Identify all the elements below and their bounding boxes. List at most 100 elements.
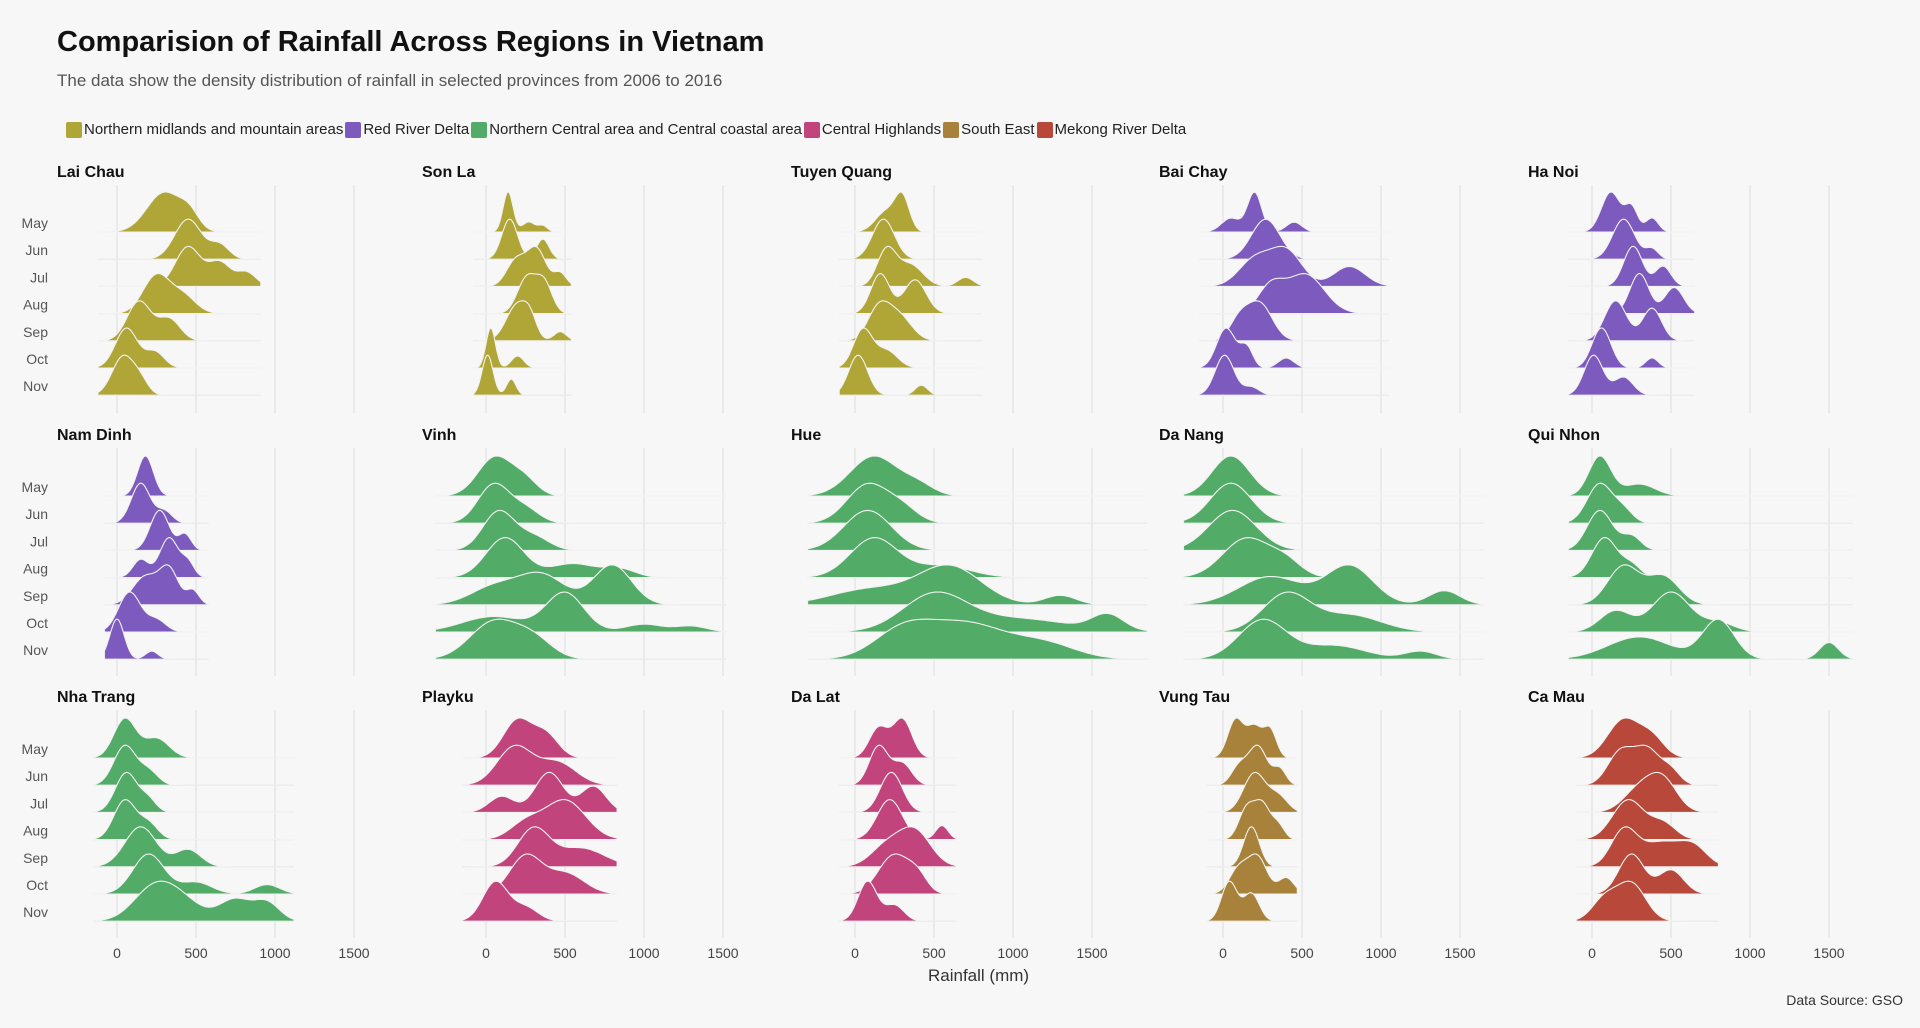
data-source-caption: Data Source: GSO <box>1786 992 1903 1008</box>
density-ridge-jun <box>1206 744 1298 786</box>
x-tick-label: 500 <box>184 945 208 961</box>
x-tick-label: 1000 <box>1365 945 1396 961</box>
density-ridge-jun <box>1567 218 1696 260</box>
month-label-jul: Jul <box>30 533 48 549</box>
panel-title: Hue <box>791 427 821 444</box>
density-ridge-may <box>434 455 727 497</box>
legend-label: South East <box>961 121 1035 138</box>
density-ridge-jul <box>1567 509 1854 551</box>
density-ridge-may <box>472 191 572 233</box>
density-ridge-sep <box>1575 826 1719 868</box>
density-ridge-oct <box>103 591 210 633</box>
legend-label: Northern midlands and mountain areas <box>84 121 344 138</box>
legend-item-northern-central-area-and-central-coastal-area: Northern Central area and Central coasta… <box>471 121 802 138</box>
x-tick-label: 1500 <box>1076 945 1107 961</box>
density-ridge-nov <box>1567 354 1696 396</box>
density-ridge-oct <box>1575 853 1719 895</box>
x-tick-label: 0 <box>482 945 490 961</box>
panel-title: Nam Dinh <box>57 427 132 444</box>
panel-tuyen-quang: Tuyen Quang <box>791 164 1093 413</box>
density-ridge-oct <box>807 591 1148 633</box>
density-ridge-may <box>838 191 982 233</box>
panel-title: Da Nang <box>1159 427 1224 444</box>
month-label-may: May <box>22 741 48 757</box>
density-ridge-sep <box>434 564 727 606</box>
x-tick-label: 500 <box>1290 945 1314 961</box>
density-ridge-aug <box>434 537 727 579</box>
legend-swatch <box>345 121 362 138</box>
density-ridge-jun <box>838 744 957 786</box>
density-ridge-aug <box>1567 273 1696 315</box>
panel-lai-chau: Lai Chau May Jun Jul Aug Sep Oct Nov <box>22 164 355 413</box>
density-ridge-aug <box>92 799 295 841</box>
legend-swatch <box>943 121 960 138</box>
month-label-may: May <box>22 215 48 231</box>
x-tick-label: 1000 <box>628 945 659 961</box>
panel-title: Bai Chay <box>1159 164 1228 181</box>
density-ridge-may <box>1567 191 1696 233</box>
density-ridge-may <box>92 717 295 759</box>
chart-title: Comparision of Rainfall Across Regions i… <box>57 26 765 58</box>
density-ridge-may <box>97 191 262 233</box>
panel-title: Playku <box>422 689 474 706</box>
density-ridge-nov <box>92 880 295 922</box>
density-ridge-nov <box>97 354 262 396</box>
month-label-oct: Oct <box>26 351 48 367</box>
month-label-jul: Jul <box>30 269 48 285</box>
density-ridge-may <box>1182 455 1485 497</box>
density-ridge-jul <box>103 509 210 551</box>
x-tick-label: 1500 <box>338 945 369 961</box>
legend-label: Mekong River Delta <box>1054 121 1187 138</box>
legend-item-south-east: South East <box>943 121 1035 138</box>
month-label-jun: Jun <box>25 768 48 784</box>
x-tick-label: 0 <box>1219 945 1227 961</box>
legend-swatch <box>471 121 488 138</box>
density-ridge-jun <box>1575 744 1719 786</box>
density-ridge-jul <box>461 771 618 813</box>
density-ridge-may <box>1567 455 1854 497</box>
panel-title: Qui Nhon <box>1528 427 1600 444</box>
legend-label: Red River Delta <box>363 121 470 138</box>
panel-da-nang: Da Nang <box>1159 427 1485 676</box>
density-ridge-nov <box>472 354 572 396</box>
density-ridge-jun <box>838 218 982 260</box>
density-ridge-jun <box>1182 482 1485 524</box>
density-ridge-aug <box>1198 273 1390 315</box>
panel-title: Da Lat <box>791 689 841 706</box>
density-ridge-jul <box>1575 771 1719 813</box>
month-label-jun: Jun <box>25 242 48 258</box>
density-ridge-nov <box>1206 880 1298 922</box>
density-ridge-nov <box>461 880 618 922</box>
panel-title: Lai Chau <box>57 164 125 181</box>
density-ridge-nov <box>838 880 957 922</box>
x-tick-label: 1500 <box>1813 945 1844 961</box>
legend-swatch <box>803 121 820 138</box>
panel-qui-nhon: Qui Nhon <box>1528 427 1854 676</box>
legend-label: Central Highlands <box>821 121 942 138</box>
density-ridge-jun <box>807 482 1148 524</box>
density-ridge-aug <box>1575 799 1719 841</box>
density-ridge-oct <box>92 853 295 895</box>
density-ridge-sep <box>97 300 262 342</box>
density-ridge-jul <box>807 509 1148 551</box>
density-ridge-jul <box>97 245 262 287</box>
panel-bai-chay: Bai Chay <box>1159 164 1461 413</box>
legend: Northern midlands and mountain areas Red … <box>66 121 1188 138</box>
chart-subtitle: The data show the density distribution o… <box>57 71 723 90</box>
panel-title: Ca Mau <box>1528 689 1585 706</box>
density-ridge-jun <box>92 744 295 786</box>
density-ridge-sep <box>1182 564 1485 606</box>
density-ridge-sep <box>807 564 1148 606</box>
density-ridge-aug <box>1206 799 1298 841</box>
density-ridge-may <box>1206 717 1298 759</box>
panel-title: Son La <box>422 164 475 181</box>
month-label-oct: Oct <box>26 877 48 893</box>
panel-nam-dinh: Nam Dinh May Jun Jul Aug Sep Oct Nov <box>22 427 355 676</box>
density-ridge-jul <box>472 245 572 287</box>
legend-label: Northern Central area and Central coasta… <box>489 121 802 138</box>
density-ridge-nov <box>1182 618 1485 660</box>
panel-son-la: Son La <box>422 164 724 413</box>
x-tick-label: 500 <box>922 945 946 961</box>
density-ridge-may <box>461 717 618 759</box>
density-ridge-oct <box>838 327 982 369</box>
